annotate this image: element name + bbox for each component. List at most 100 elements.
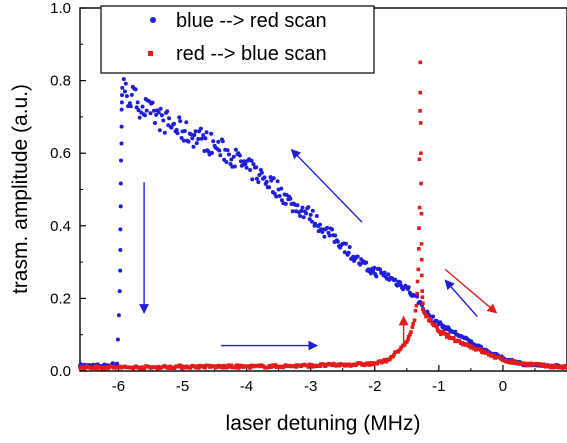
data-point bbox=[416, 267, 421, 272]
data-point bbox=[94, 364, 98, 368]
data-point bbox=[327, 233, 332, 238]
data-point bbox=[418, 109, 422, 113]
data-point bbox=[118, 227, 123, 232]
data-point bbox=[318, 222, 322, 227]
data-point bbox=[156, 110, 161, 115]
legend-box bbox=[100, 5, 375, 74]
data-point bbox=[119, 141, 124, 146]
data-point bbox=[468, 344, 472, 348]
data-point bbox=[415, 279, 420, 284]
data-point bbox=[248, 366, 252, 370]
data-point bbox=[232, 164, 237, 169]
data-point bbox=[153, 121, 157, 125]
data-point bbox=[418, 60, 423, 65]
data-point bbox=[137, 115, 142, 120]
data-point bbox=[417, 247, 421, 251]
data-point bbox=[119, 158, 123, 163]
data-point bbox=[415, 294, 420, 299]
data-point bbox=[288, 196, 293, 201]
data-point bbox=[371, 269, 376, 273]
x-tick-label: -6 bbox=[112, 378, 125, 395]
legend-marker-red bbox=[148, 51, 153, 56]
red-arrow bbox=[444, 268, 498, 314]
data-point bbox=[283, 201, 288, 206]
data-point bbox=[154, 112, 159, 117]
data-point bbox=[346, 250, 351, 255]
data-point bbox=[388, 357, 392, 362]
series-layer bbox=[78, 60, 567, 371]
x-tick-label: -1 bbox=[432, 378, 445, 395]
data-point bbox=[310, 219, 314, 224]
data-point bbox=[398, 280, 403, 285]
data-point bbox=[560, 366, 565, 370]
data-point bbox=[194, 141, 199, 146]
legend-label-blue: blue --> red scan bbox=[176, 10, 327, 32]
data-point bbox=[189, 132, 193, 137]
data-point bbox=[216, 139, 221, 144]
data-point bbox=[425, 313, 429, 318]
data-point bbox=[299, 209, 304, 213]
data-point bbox=[174, 127, 179, 132]
data-point bbox=[412, 318, 417, 323]
data-point bbox=[310, 363, 314, 367]
data-point bbox=[417, 226, 421, 230]
data-point bbox=[295, 203, 300, 208]
y-axis-ticks: 0.0 0.2 0.4 0.6 0.8 1.0 bbox=[50, 0, 86, 380]
data-point bbox=[181, 138, 186, 143]
data-point bbox=[510, 359, 514, 363]
data-point bbox=[290, 209, 295, 214]
data-point bbox=[123, 81, 128, 86]
data-point bbox=[509, 360, 513, 365]
data-point bbox=[135, 100, 140, 105]
data-point bbox=[434, 318, 439, 323]
data-point bbox=[410, 325, 415, 329]
data-point bbox=[198, 126, 203, 131]
x-tick-label: -3 bbox=[304, 378, 317, 395]
data-point bbox=[203, 136, 208, 141]
data-point bbox=[186, 139, 191, 144]
annotation-arrows bbox=[139, 148, 498, 351]
data-point bbox=[124, 94, 129, 99]
y-tick-label: 0.2 bbox=[50, 290, 71, 307]
data-point bbox=[452, 336, 456, 340]
data-point bbox=[418, 90, 422, 95]
data-point bbox=[267, 185, 272, 190]
data-point bbox=[523, 361, 528, 366]
data-point bbox=[398, 347, 403, 351]
data-point bbox=[279, 186, 284, 191]
y-tick-label: 0.8 bbox=[50, 73, 71, 90]
data-point bbox=[249, 158, 254, 163]
data-point bbox=[217, 148, 222, 153]
data-point bbox=[274, 194, 279, 199]
x-axis-label: laser detuning (MHz) bbox=[226, 412, 421, 435]
data-point bbox=[419, 181, 423, 186]
data-point bbox=[229, 157, 234, 162]
data-point bbox=[120, 93, 124, 98]
data-point bbox=[201, 133, 206, 138]
data-point bbox=[269, 178, 274, 183]
data-point bbox=[335, 239, 340, 244]
data-point bbox=[238, 159, 243, 164]
data-point bbox=[120, 85, 125, 90]
data-point bbox=[225, 148, 230, 153]
x-tick-label: -2 bbox=[368, 378, 381, 395]
series-0 bbox=[78, 77, 567, 370]
data-point bbox=[399, 345, 403, 350]
data-point bbox=[152, 108, 156, 113]
data-point bbox=[178, 363, 183, 368]
data-point bbox=[268, 175, 273, 180]
data-point bbox=[275, 179, 280, 184]
data-point bbox=[342, 250, 347, 255]
data-point bbox=[409, 330, 413, 334]
data-point bbox=[192, 133, 197, 137]
data-point bbox=[547, 363, 552, 368]
data-point bbox=[444, 332, 448, 336]
legend: blue --> red scan red --> blue scan bbox=[100, 5, 375, 74]
data-point bbox=[229, 363, 234, 368]
data-point bbox=[237, 153, 242, 158]
series-1 bbox=[78, 60, 567, 371]
data-point bbox=[367, 363, 372, 367]
data-point bbox=[178, 119, 183, 124]
data-point bbox=[211, 139, 216, 144]
data-point bbox=[380, 360, 385, 364]
